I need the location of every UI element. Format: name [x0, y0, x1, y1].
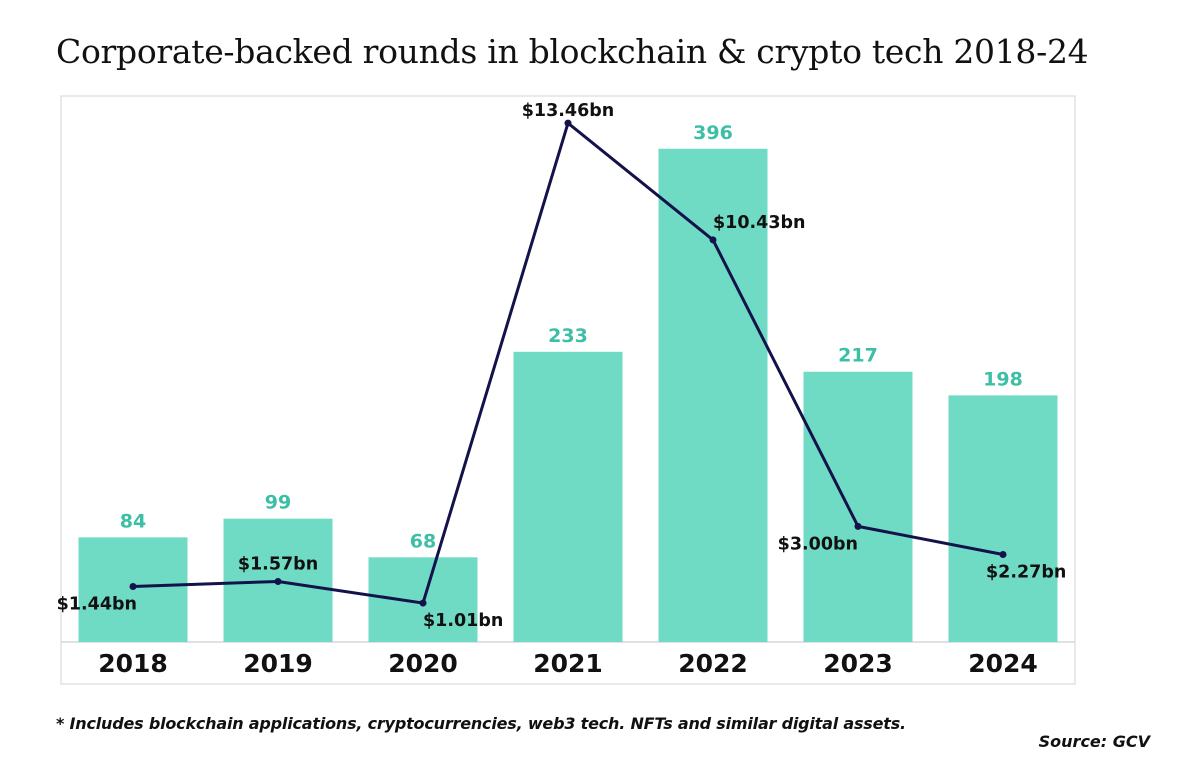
x-tick-2018: 2018 — [98, 649, 168, 678]
funding-point-2024 — [999, 550, 1007, 558]
bar-2022 — [658, 148, 768, 643]
bar-label-2024: 198 — [983, 368, 1023, 390]
x-axis-ticks: 2018 2019 2020 2021 2022 2023 2024 — [98, 649, 1038, 678]
funding-label-2018: $1.44bn — [57, 594, 137, 614]
source-note: Source: GCV — [1038, 732, 1150, 751]
bar-label-2023: 217 — [838, 345, 878, 367]
funding-point-2020 — [419, 599, 427, 607]
bar-label-2021: 233 — [548, 325, 588, 347]
funding-point-2021 — [564, 119, 572, 127]
bar-2023 — [803, 371, 913, 642]
bar-label-2019: 99 — [265, 492, 291, 514]
bar-label-2018: 84 — [120, 510, 146, 532]
funding-label-2024: $2.27bn — [986, 562, 1066, 582]
funding-point-2019 — [274, 577, 282, 585]
x-tick-2023: 2023 — [823, 649, 893, 678]
funding-label-2021: $13.46bn — [522, 101, 615, 121]
funding-point-2023 — [854, 522, 862, 530]
funding-line — [129, 119, 1007, 607]
funding-label-2023: $3.00bn — [778, 534, 858, 554]
x-tick-2022: 2022 — [678, 649, 748, 678]
bar-label-2022: 396 — [693, 122, 733, 144]
x-tick-2020: 2020 — [388, 649, 458, 678]
bar-label-2020: 68 — [410, 530, 436, 552]
x-tick-2019: 2019 — [243, 649, 313, 678]
line-labels: $1.44bn $1.57bn $1.01bn $13.46bn $10.43bn $3.… — [57, 101, 1067, 631]
funding-point-2022 — [709, 236, 717, 244]
chart-title: Corporate-backed rounds in blockchain & … — [56, 32, 1089, 71]
bar-2024 — [948, 395, 1058, 642]
x-tick-2021: 2021 — [533, 649, 603, 678]
bar-2021 — [513, 351, 623, 642]
bar-labels: 84 99 68 233 396 217 198 — [120, 122, 1023, 553]
funding-label-2020: $1.01bn — [423, 611, 503, 631]
bars — [78, 148, 1058, 643]
funding-point-2018 — [129, 582, 137, 590]
funding-label-2022: $10.43bn — [713, 213, 806, 233]
funding-label-2019: $1.57bn — [238, 554, 318, 574]
plot-border — [60, 95, 1076, 685]
x-tick-2024: 2024 — [968, 649, 1038, 678]
footnote: * Includes blockchain applications, cryp… — [56, 714, 906, 733]
